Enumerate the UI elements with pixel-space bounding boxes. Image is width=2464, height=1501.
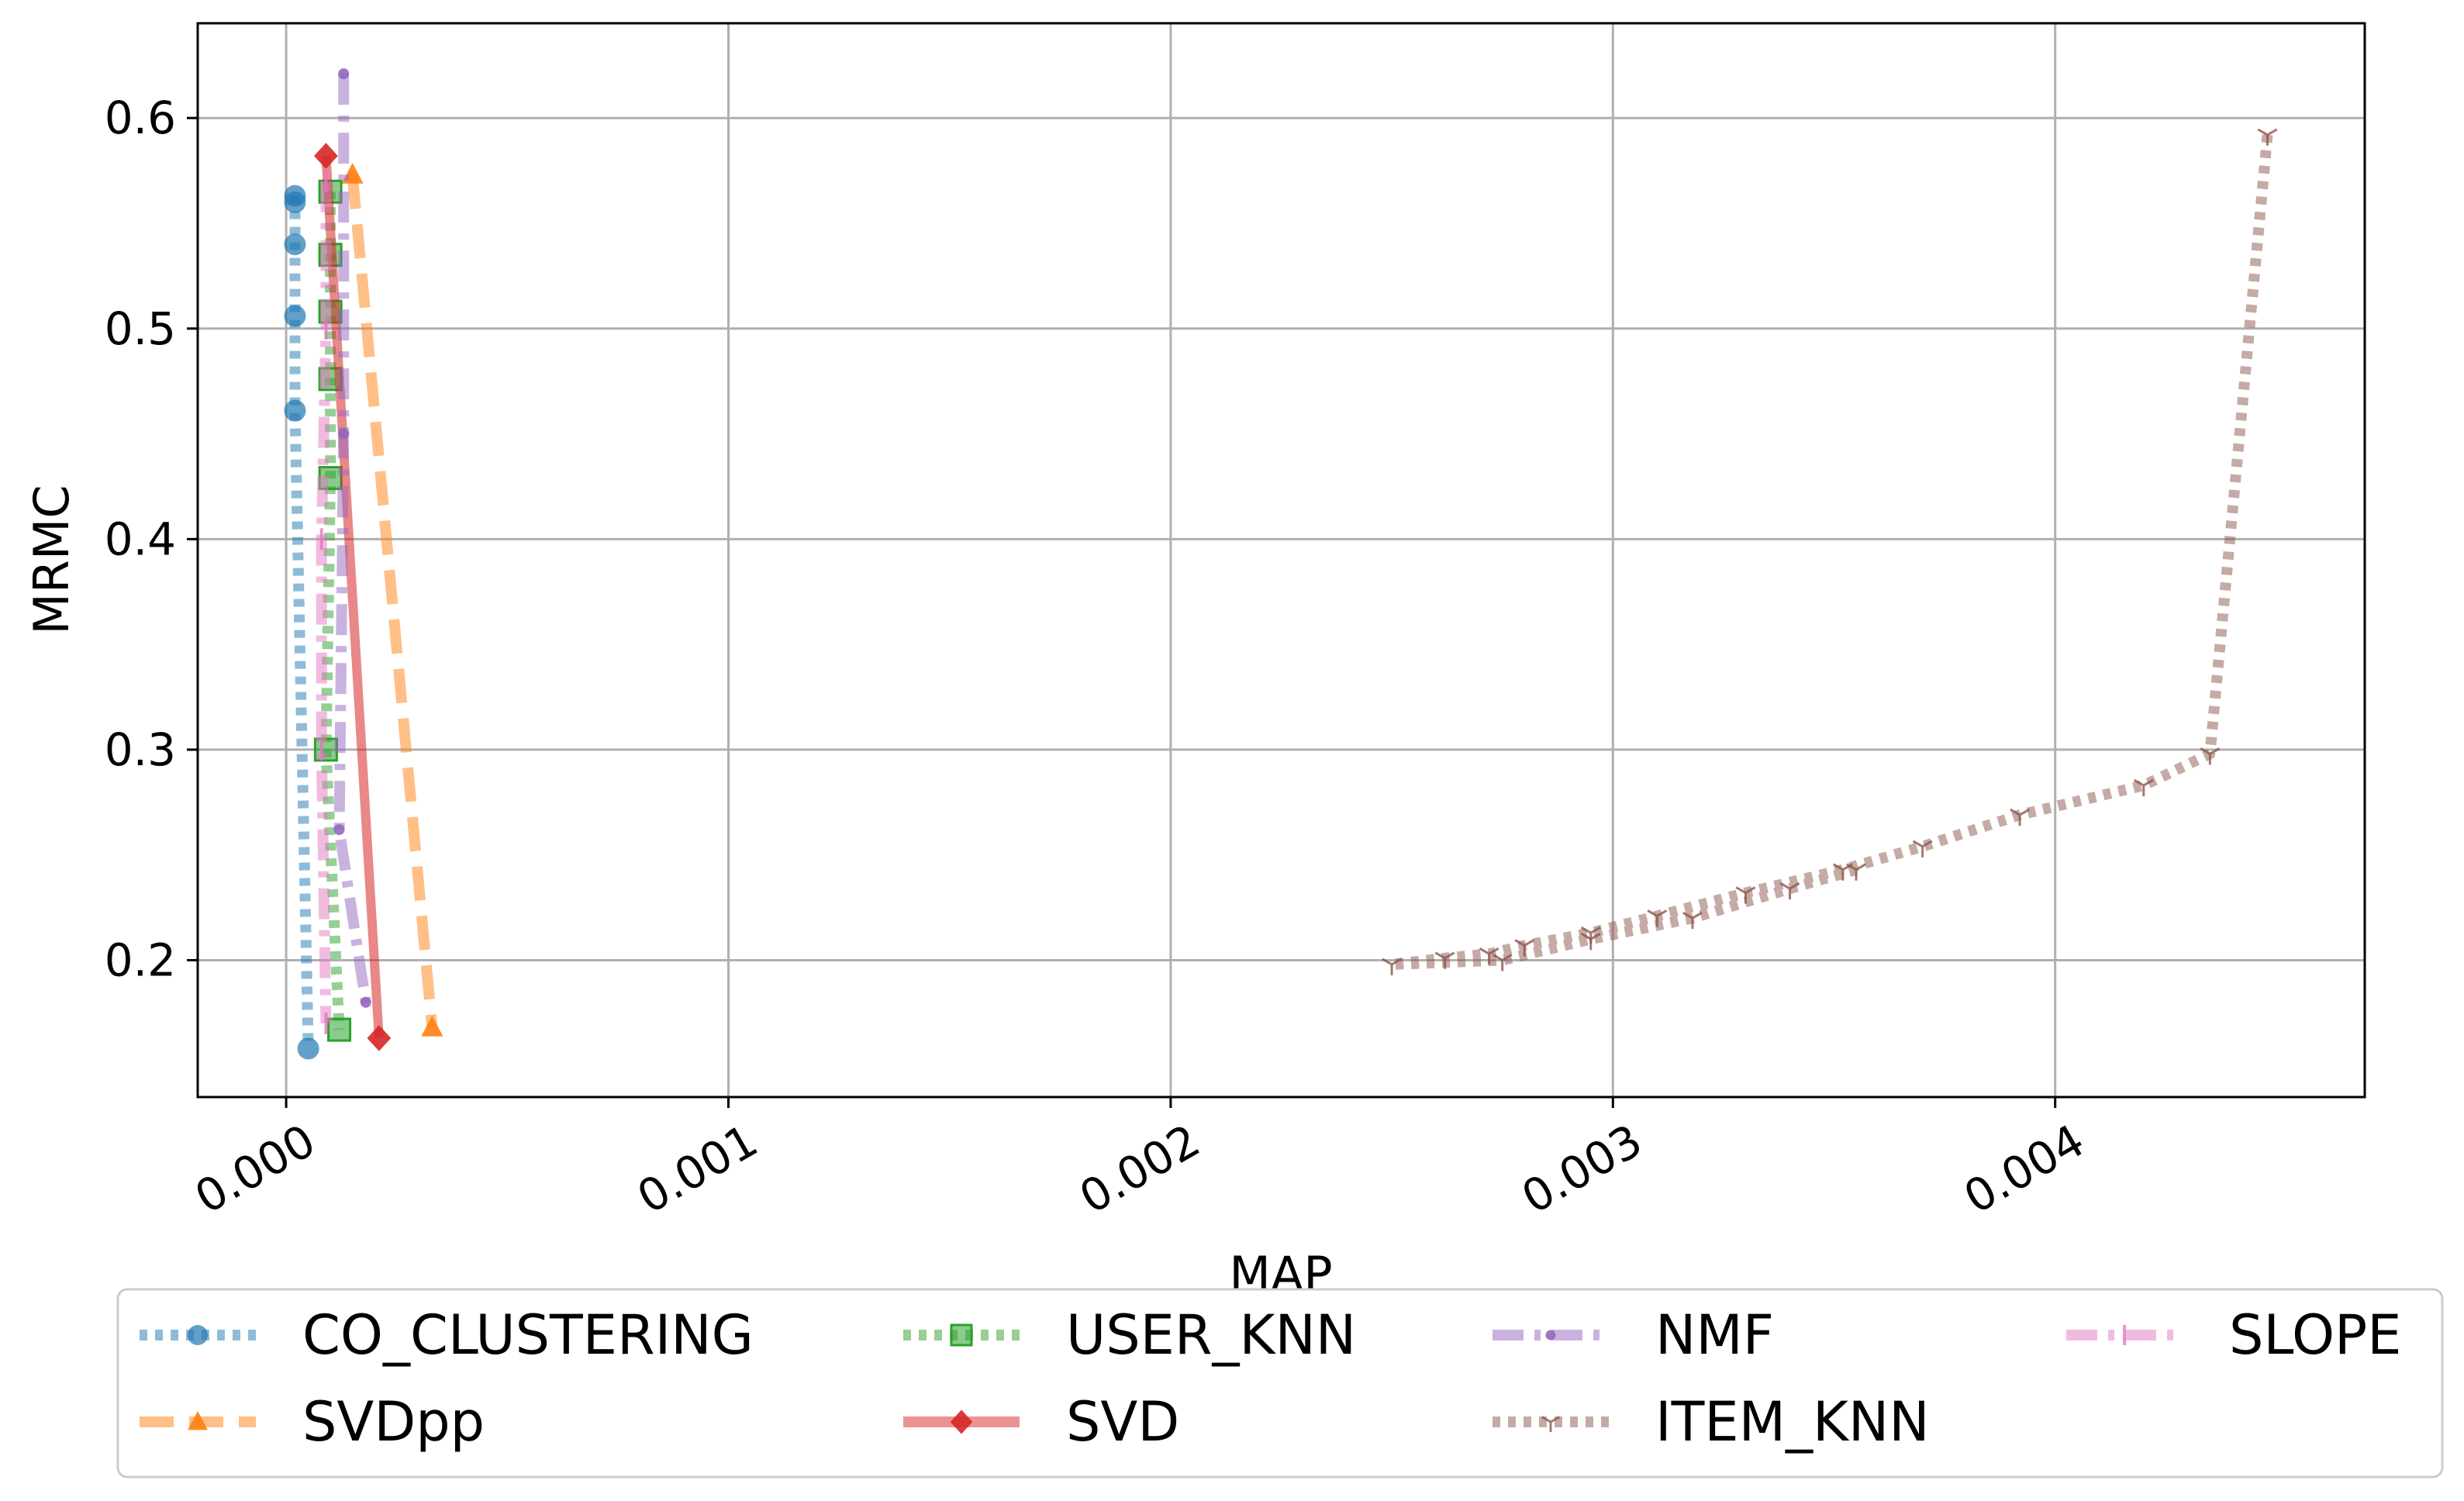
- data-point: [360, 996, 371, 1008]
- x-tick-label: 0.000: [186, 1114, 324, 1224]
- legend-label: SLOPE: [2229, 1303, 2401, 1367]
- data-point: [284, 305, 306, 327]
- grid: [198, 23, 2365, 1097]
- legend-label: SVDpp: [302, 1390, 485, 1454]
- y-tick-label: 0.6: [105, 91, 176, 144]
- legend-item-user-knn: USER_KNN: [903, 1303, 1356, 1367]
- data-point: [1912, 840, 1933, 857]
- y-tick-label: 0.5: [105, 302, 176, 355]
- legend: CO_CLUSTERING SVDpp USER_KNN SVD NMF ITEM_KNN…: [140, 1303, 2401, 1454]
- data-point: [2133, 778, 2154, 797]
- data-point: [1779, 882, 1800, 900]
- data-point: [2200, 747, 2221, 765]
- y-tick-label: 0.3: [105, 723, 176, 776]
- data-point: [1735, 886, 1756, 904]
- series-line: [347, 174, 438, 1029]
- data-point: [284, 191, 306, 213]
- legend-label: CO_CLUSTERING: [302, 1303, 754, 1367]
- series-co-clustering: [284, 185, 319, 1060]
- legend-label: USER_KNN: [1066, 1303, 1356, 1367]
- series-nmf: [333, 68, 371, 1008]
- legend-marker: [950, 1410, 973, 1434]
- series-item-knn: [1382, 128, 2278, 975]
- legend-item-nmf: NMF: [1493, 1303, 1774, 1367]
- plot-background: [198, 23, 2365, 1097]
- data-point: [284, 399, 306, 422]
- legend-item-slope: SLOPE: [2066, 1303, 2401, 1367]
- legend-marker: [188, 1410, 208, 1430]
- data-point: [367, 1025, 392, 1051]
- legend-marker: [1545, 1330, 1556, 1341]
- legend-item-co-clustering: CO_CLUSTERING: [140, 1303, 754, 1367]
- legend-marker: [188, 1325, 208, 1345]
- data-point: [338, 68, 350, 80]
- legend-label: ITEM_KNN: [1655, 1390, 1930, 1454]
- x-tick-label: 0.004: [1955, 1114, 2093, 1224]
- data-point: [1479, 947, 1499, 965]
- data-point: [1580, 933, 1601, 951]
- legend-label: NMF: [1655, 1303, 1774, 1367]
- legend-item-svdpp: SVDpp: [140, 1390, 485, 1454]
- series-line: [321, 155, 384, 1039]
- data-point: [421, 1015, 443, 1037]
- data-point: [314, 143, 338, 169]
- y-tick-label: 0.4: [105, 512, 176, 565]
- legend-item-svd: SVD: [903, 1390, 1179, 1454]
- data-point: [284, 233, 306, 256]
- data-point: [297, 1037, 319, 1060]
- data-point: [1382, 958, 1403, 975]
- data-point: [1846, 863, 1866, 881]
- data-point: [2010, 808, 2031, 826]
- x-tick-label: 0.003: [1513, 1114, 1651, 1224]
- data-point: [1647, 909, 1668, 927]
- data-point: [2257, 128, 2278, 146]
- data-point: [327, 1017, 352, 1042]
- series-layer: [284, 68, 2278, 1060]
- legend-marker: [1541, 1416, 1561, 1432]
- series-line: [333, 74, 371, 1003]
- y-axis-label: MRMC: [23, 485, 80, 634]
- data-point: [338, 428, 350, 440]
- y-tick-label: 0.2: [105, 933, 176, 986]
- data-point: [1832, 863, 1853, 881]
- x-tick-label: 0.001: [629, 1114, 767, 1224]
- legend-frame: [116, 1288, 2444, 1479]
- series-line: [316, 181, 332, 1024]
- series-svd: [314, 143, 392, 1051]
- legend-marker: [950, 1323, 973, 1347]
- data-point: [333, 824, 345, 836]
- legend-item-item-knn: ITEM_KNN: [1493, 1390, 1930, 1454]
- legend-label: SVD: [1066, 1390, 1179, 1454]
- plot-frame: [196, 22, 2366, 1099]
- data-point: [1682, 911, 1703, 930]
- data-point: [1434, 951, 1455, 969]
- data-point: [1514, 939, 1535, 957]
- data-point: [1492, 954, 1513, 971]
- x-tick-label: 0.002: [1071, 1114, 1209, 1224]
- series-slope: [316, 170, 332, 1034]
